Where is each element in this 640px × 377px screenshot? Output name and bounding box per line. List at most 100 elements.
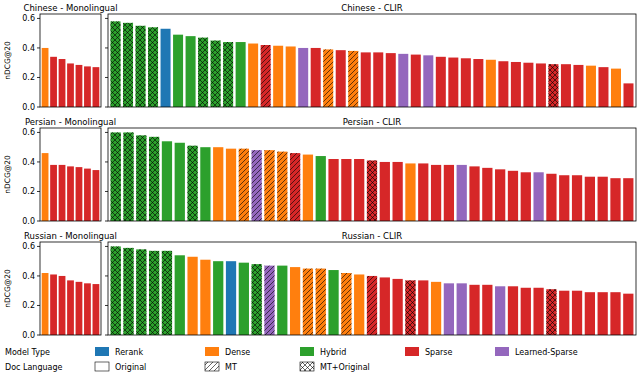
y-tick (105, 191, 108, 192)
legend-label: Original (115, 363, 146, 372)
bar-pattern (211, 41, 221, 107)
bars (111, 21, 634, 107)
bar (252, 150, 262, 221)
bar (76, 282, 83, 335)
y-tick (105, 47, 108, 48)
bar (393, 279, 403, 335)
bar (585, 292, 595, 335)
legend-swatch (405, 347, 419, 356)
y-tick-label: 0.4 (22, 44, 35, 53)
bar (175, 143, 185, 221)
frame (40, 128, 101, 221)
bar (495, 286, 505, 335)
bar (303, 269, 313, 335)
bar (367, 276, 377, 335)
legend-title: Model Type (5, 348, 50, 357)
bar (264, 150, 274, 221)
bar (59, 59, 66, 107)
bars (42, 48, 100, 107)
bar (623, 83, 633, 107)
y-tick-label: 0.0 (22, 331, 35, 340)
bar (211, 41, 221, 107)
bar-pattern (149, 251, 159, 335)
bar (559, 291, 569, 335)
bar (348, 51, 358, 107)
bar (187, 146, 197, 221)
bar (508, 286, 518, 335)
bar-pattern (367, 276, 377, 335)
bar (536, 63, 546, 107)
legend-swatch (495, 347, 509, 356)
panel-title: Persian - CLIR (343, 117, 402, 127)
bar (236, 42, 246, 107)
bar (42, 48, 49, 107)
legend-pattern (300, 362, 314, 371)
bar (200, 147, 210, 221)
bar-pattern (239, 149, 249, 221)
panel: 0.00.20.40.6Persian - MonolingualnDCG@20 (3, 117, 116, 226)
bar-pattern (123, 132, 133, 221)
bar-pattern (223, 42, 233, 107)
bar-pattern (546, 289, 556, 335)
bar (482, 168, 492, 221)
bar (93, 67, 100, 107)
bar-pattern (316, 269, 326, 335)
bar (42, 153, 49, 221)
y-tick (105, 221, 108, 222)
bar (123, 132, 133, 221)
bar (444, 165, 454, 221)
y-tick (37, 275, 40, 276)
frame (40, 242, 101, 335)
y-tick-label: 0.6 (22, 242, 35, 251)
y-tick-label: 0.6 (22, 128, 35, 137)
bar (354, 274, 364, 335)
y-tick (105, 305, 108, 306)
bar (598, 177, 608, 221)
y-tick (105, 335, 108, 336)
bar (76, 65, 83, 107)
bar (123, 248, 133, 335)
bar (328, 159, 338, 221)
bar (248, 44, 258, 107)
bar-pattern (123, 248, 133, 335)
y-tick (105, 246, 108, 247)
legend: Model TypeRerankDenseHybridSparseLearned… (5, 347, 578, 372)
panel-title: Persian - Monolingual (25, 117, 116, 127)
bar (187, 257, 197, 335)
bar (277, 152, 287, 221)
bar-pattern (348, 51, 358, 107)
bar (486, 60, 496, 107)
bar (226, 261, 236, 335)
bar (548, 64, 558, 107)
bar (498, 61, 508, 107)
bar (598, 292, 608, 335)
bar-pattern (111, 21, 121, 107)
y-tick (105, 275, 108, 276)
bar (76, 167, 83, 221)
y-label: nDCG@20 (3, 269, 12, 308)
bar-pattern (405, 280, 415, 335)
y-tick (37, 191, 40, 192)
bar-pattern (111, 132, 121, 221)
bar (572, 291, 582, 335)
bar-pattern (341, 273, 351, 335)
bar (411, 55, 421, 107)
bar-pattern (261, 45, 271, 107)
chart: 0.00.20.40.6Chinese - MonolingualnDCG@20… (0, 0, 640, 377)
bar-pattern (264, 150, 274, 221)
bar-pattern (252, 150, 262, 221)
panel-title: Russian - CLIR (342, 231, 402, 241)
bar (239, 263, 249, 335)
bar-pattern (323, 49, 333, 107)
bar (473, 59, 483, 107)
bar (611, 69, 621, 107)
panel: 0.00.20.40.6Chinese - MonolingualnDCG@20 (3, 3, 118, 112)
legend-title: Doc Language (5, 363, 63, 372)
bar (149, 137, 159, 221)
bar (469, 166, 479, 221)
bar (303, 155, 313, 221)
bar (461, 58, 471, 107)
bar (508, 171, 518, 221)
bar-pattern (111, 246, 121, 335)
bar (286, 46, 296, 107)
